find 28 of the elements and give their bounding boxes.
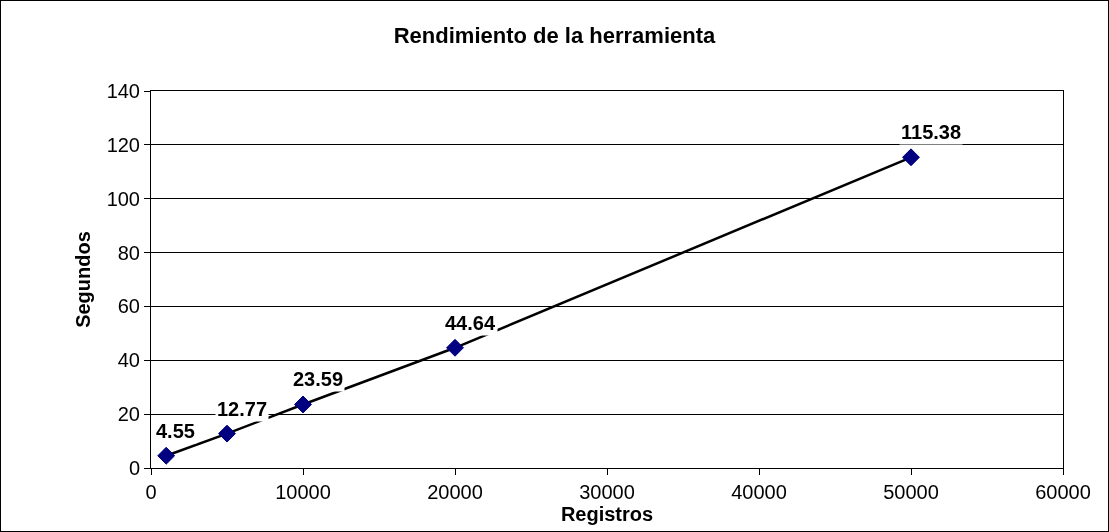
- x-tick-label: 0: [145, 481, 157, 503]
- data-label: 12.77: [217, 398, 268, 420]
- point: [294, 395, 312, 414]
- y-tick-label: 60: [117, 295, 140, 318]
- x-tick-label: 60000: [1035, 481, 1091, 503]
- x-axis-title: Registros: [560, 503, 654, 525]
- data-label: 44.64: [445, 312, 496, 334]
- point: [157, 446, 176, 465]
- y-tick-label: 80: [117, 241, 140, 264]
- chart-title: Rendimiento de la herramienta: [393, 22, 717, 48]
- y-tick-label: 120: [106, 133, 140, 156]
- x-tick-label: 50000: [883, 481, 939, 503]
- data-label: 115.38: [901, 121, 962, 143]
- point: [446, 338, 464, 357]
- x-tick-label: 40000: [731, 481, 787, 503]
- y-axis-title: Segundos: [72, 231, 95, 328]
- x-tick-label: 20000: [427, 481, 483, 503]
- y-tick-label: 20: [117, 403, 140, 426]
- y-tick-label: 140: [106, 80, 140, 102]
- data-label: 4.55: [156, 420, 195, 442]
- x-tick-label: 30000: [579, 481, 635, 503]
- point: [902, 148, 920, 167]
- point: [218, 424, 236, 443]
- y-tick-label: 100: [106, 187, 140, 210]
- x-tick-label: 10000: [275, 481, 331, 503]
- y-tick-label: 40: [117, 349, 140, 372]
- data-label: 23.59: [293, 368, 344, 390]
- y-tick-label: 0: [128, 457, 140, 479]
